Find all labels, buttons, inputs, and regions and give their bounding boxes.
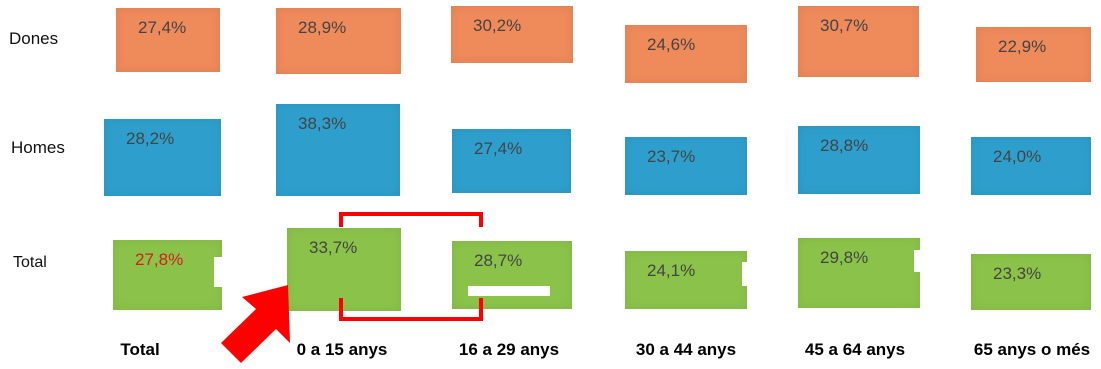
white-bar-marker — [468, 286, 550, 296]
cell-value: 30,7% — [820, 16, 869, 35]
cell-value: 30,2% — [473, 16, 522, 35]
cell-total-total: 27,8% — [113, 240, 222, 310]
cell-value: 24,1% — [647, 261, 696, 280]
cell-value: 28,7% — [474, 251, 523, 270]
cell-total-16-29: 28,7% — [452, 241, 572, 309]
cell-value: 23,7% — [647, 147, 696, 166]
column-label-0-15: 0 a 15 anys — [296, 340, 388, 359]
cell-value: 24,0% — [993, 147, 1042, 166]
cell-value: 28,2% — [126, 129, 175, 148]
cell-men-45-64: 28,8% — [798, 126, 920, 194]
cell-notch — [214, 257, 224, 287]
column-label-45-64: 45 a 64 anys — [804, 340, 906, 359]
cell-value: 28,9% — [298, 18, 347, 37]
cell-value: 27,4% — [138, 18, 187, 37]
bracket-marker-bottom — [339, 298, 483, 321]
cell-men-0-15: 38,3% — [276, 104, 400, 196]
cell-women-total: 27,4% — [116, 8, 220, 72]
row-label-men: Homes — [11, 138, 65, 157]
cell-women-65-plus: 22,9% — [976, 27, 1091, 82]
cell-total-45-64: 29,8% — [798, 238, 920, 308]
cell-value: 28,8% — [820, 136, 869, 155]
cell-value: 27,8% — [135, 250, 184, 269]
cell-men-30-44: 23,7% — [625, 137, 747, 195]
cell-notch — [914, 250, 922, 272]
cell-value: 24,6% — [647, 35, 696, 54]
cell-value: 38,3% — [298, 114, 347, 133]
row-label-women: Dones — [9, 29, 59, 48]
column-label-16-29: 16 a 29 anys — [458, 340, 560, 359]
row-label-total: Total — [13, 254, 47, 271]
cell-men-16-29: 27,4% — [452, 129, 571, 193]
cell-value: 22,9% — [998, 37, 1047, 56]
column-label-total: Total — [120, 340, 160, 359]
cell-value: 29,8% — [820, 248, 869, 267]
cell-women-45-64: 30,7% — [798, 6, 919, 77]
cell-notch — [742, 262, 748, 286]
column-label-65-plus: 65 anys o més — [973, 340, 1091, 359]
cell-total-30-44: 24,1% — [625, 251, 747, 309]
cell-value: 33,7% — [309, 238, 358, 257]
red-arrow-icon — [221, 285, 290, 363]
cell-total-0-15: 33,7% — [287, 228, 401, 311]
cell-total-65-plus: 23,3% — [971, 254, 1091, 310]
cell-value: 23,3% — [993, 264, 1042, 283]
cell-women-30-44: 24,6% — [625, 25, 747, 83]
cell-women-0-15: 28,9% — [276, 8, 401, 74]
cell-men-total: 28,2% — [104, 119, 221, 196]
cell-women-16-29: 30,2% — [451, 6, 573, 63]
cell-value: 27,4% — [474, 139, 523, 158]
cell-men-65-plus: 24,0% — [971, 137, 1091, 195]
bracket-marker — [339, 212, 483, 227]
column-label-30-44: 30 a 44 anys — [635, 340, 737, 359]
